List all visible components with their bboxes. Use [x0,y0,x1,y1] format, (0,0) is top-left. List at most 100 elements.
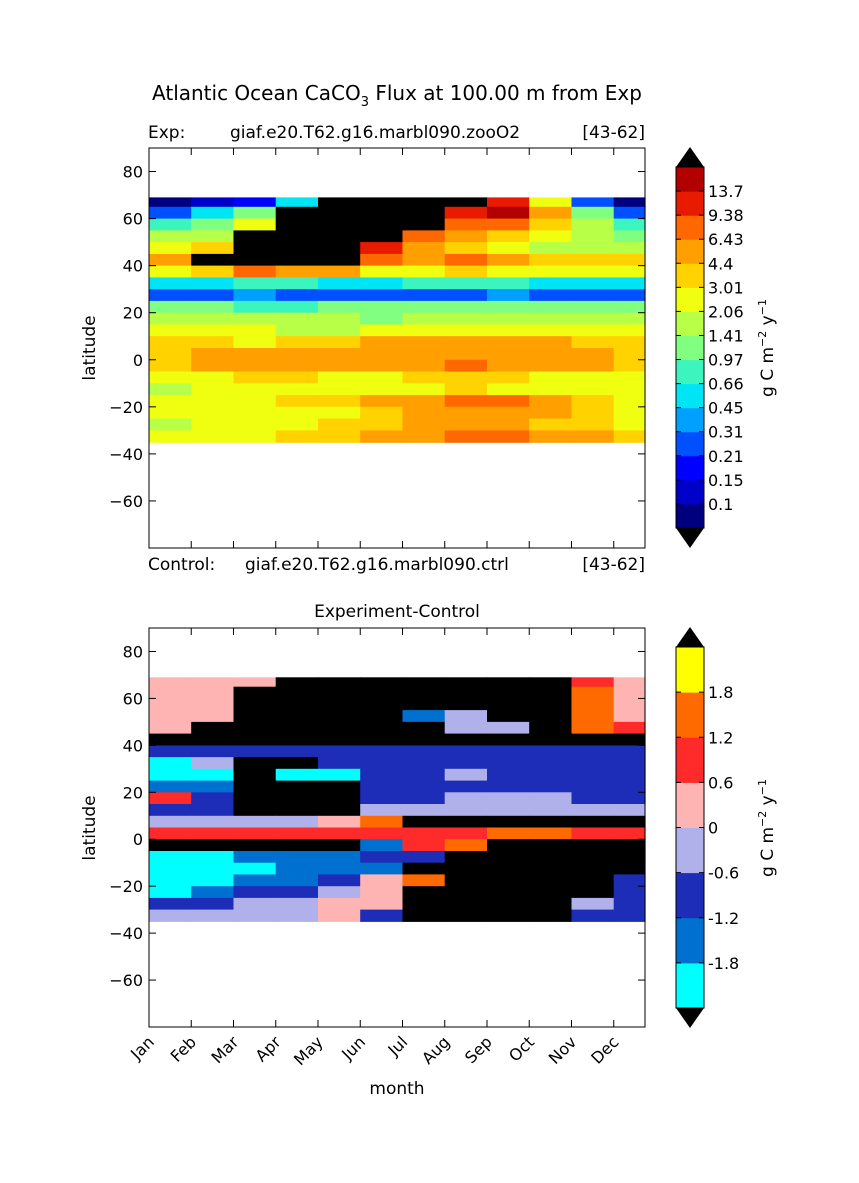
contour-cell [444,757,488,770]
x-axis-ticks [148,148,615,548]
contour-cell [191,312,234,326]
contour-cell [275,710,319,723]
contour-cell [275,851,319,864]
contour-cell [529,336,572,349]
contour-cell [613,253,646,267]
contour-cell [529,406,572,420]
contour-cell [360,757,403,770]
contour-cell [529,206,572,220]
contour-cell [275,768,319,782]
contour-cell [613,324,646,337]
y-tick-label: 40 [123,257,143,276]
contour-cell [402,897,446,911]
contour-cell [360,768,403,782]
contour-cell [613,686,646,699]
contour-cell [613,886,646,899]
contour-cell [402,218,446,231]
contour-cell [571,768,615,782]
contour-cell [613,851,646,864]
contour-cell [191,242,234,255]
y-tick-label: −60 [109,971,143,990]
contour-cell [529,710,572,723]
colorbar-tick-label: 1.8 [708,683,733,702]
contour-cell [149,430,192,443]
contour-cell [233,395,277,408]
contour-cell [571,418,615,431]
contour-cell [529,300,572,314]
contour-cell [571,804,615,817]
contour-cell [149,827,192,840]
contour-cell [571,206,615,220]
contour-cell [149,768,192,782]
contour-cell [402,792,446,805]
colorbar-tick-label: 0.15 [708,471,744,490]
contour-cell [233,418,277,431]
y-tick-label: −20 [109,398,143,417]
colorbar-segment [676,479,704,505]
contour-cell [571,698,615,711]
contour-cell [318,406,361,420]
contour-cell [149,265,192,278]
contour-cell [149,757,192,770]
contour-cell [275,418,319,431]
contour-cell [487,745,530,758]
contour-cell [487,218,530,231]
contour-cell [487,897,530,911]
contour-cell [529,886,572,899]
x-tick-label: Jan [126,1032,158,1064]
contour-cell [529,253,572,267]
contour-cell [402,677,446,688]
control-case-label: giaf.e20.T62.g16.marbl090.ctrl [245,555,509,575]
contour-cell [571,289,615,302]
y-axis-ticks: 80 60 40 20 0 −20 −40 −60 [109,163,645,511]
contour-cell [571,757,615,770]
contour-cell [149,312,192,326]
contour-cell [318,780,361,793]
colorbar-tick-label: 0.66 [708,375,744,394]
contour-cell [275,359,319,373]
colorbar-extend-min [676,528,704,548]
contour-cell [191,430,234,443]
contour-cell [571,710,615,723]
contour-cell [360,851,403,864]
contour-cell [444,733,488,746]
contour-cell [360,277,403,290]
contour-cell [191,686,234,699]
contour-cell [529,780,572,793]
contour-cell [149,780,192,793]
x-tick-label: Sep [461,1032,496,1067]
contour-cell [275,874,319,887]
contour-cell [444,792,488,805]
colorbar-segment [676,335,704,361]
contour-cell [191,418,234,431]
contour-cell [149,909,192,922]
contour-cell [571,686,615,699]
control-years-label: [43-62] [582,555,645,575]
contour-cell [360,324,403,337]
contour-cell [149,242,192,255]
contour-cell [444,745,488,758]
contour-cell [444,839,488,852]
contour-cell [529,242,572,255]
contour-cell [360,430,403,443]
contour-cell [233,265,277,278]
contour-cell [487,710,530,723]
contour-cell [571,300,615,314]
contour-cell [571,230,615,243]
contour-cell [233,839,277,852]
contour-cell [149,418,192,431]
contour-cell [402,336,446,349]
contour-cell [571,886,615,899]
contour-cell [318,383,361,396]
contour-cell [529,897,572,911]
contour-cell [613,792,646,805]
contour-cell [487,395,530,408]
contour-cell [318,839,361,852]
contour-cell [529,371,572,384]
y-tick-label: 80 [123,642,143,661]
contour-cell [360,815,403,829]
contour-cell [487,406,530,420]
experiment-colorbar: 0.1 0.15 0.21 0.31 0.45 0.66 0.97 1.41 2.06 3.01 4… [675,147,744,548]
contour-cell [444,804,488,817]
contour-cell [318,768,361,782]
